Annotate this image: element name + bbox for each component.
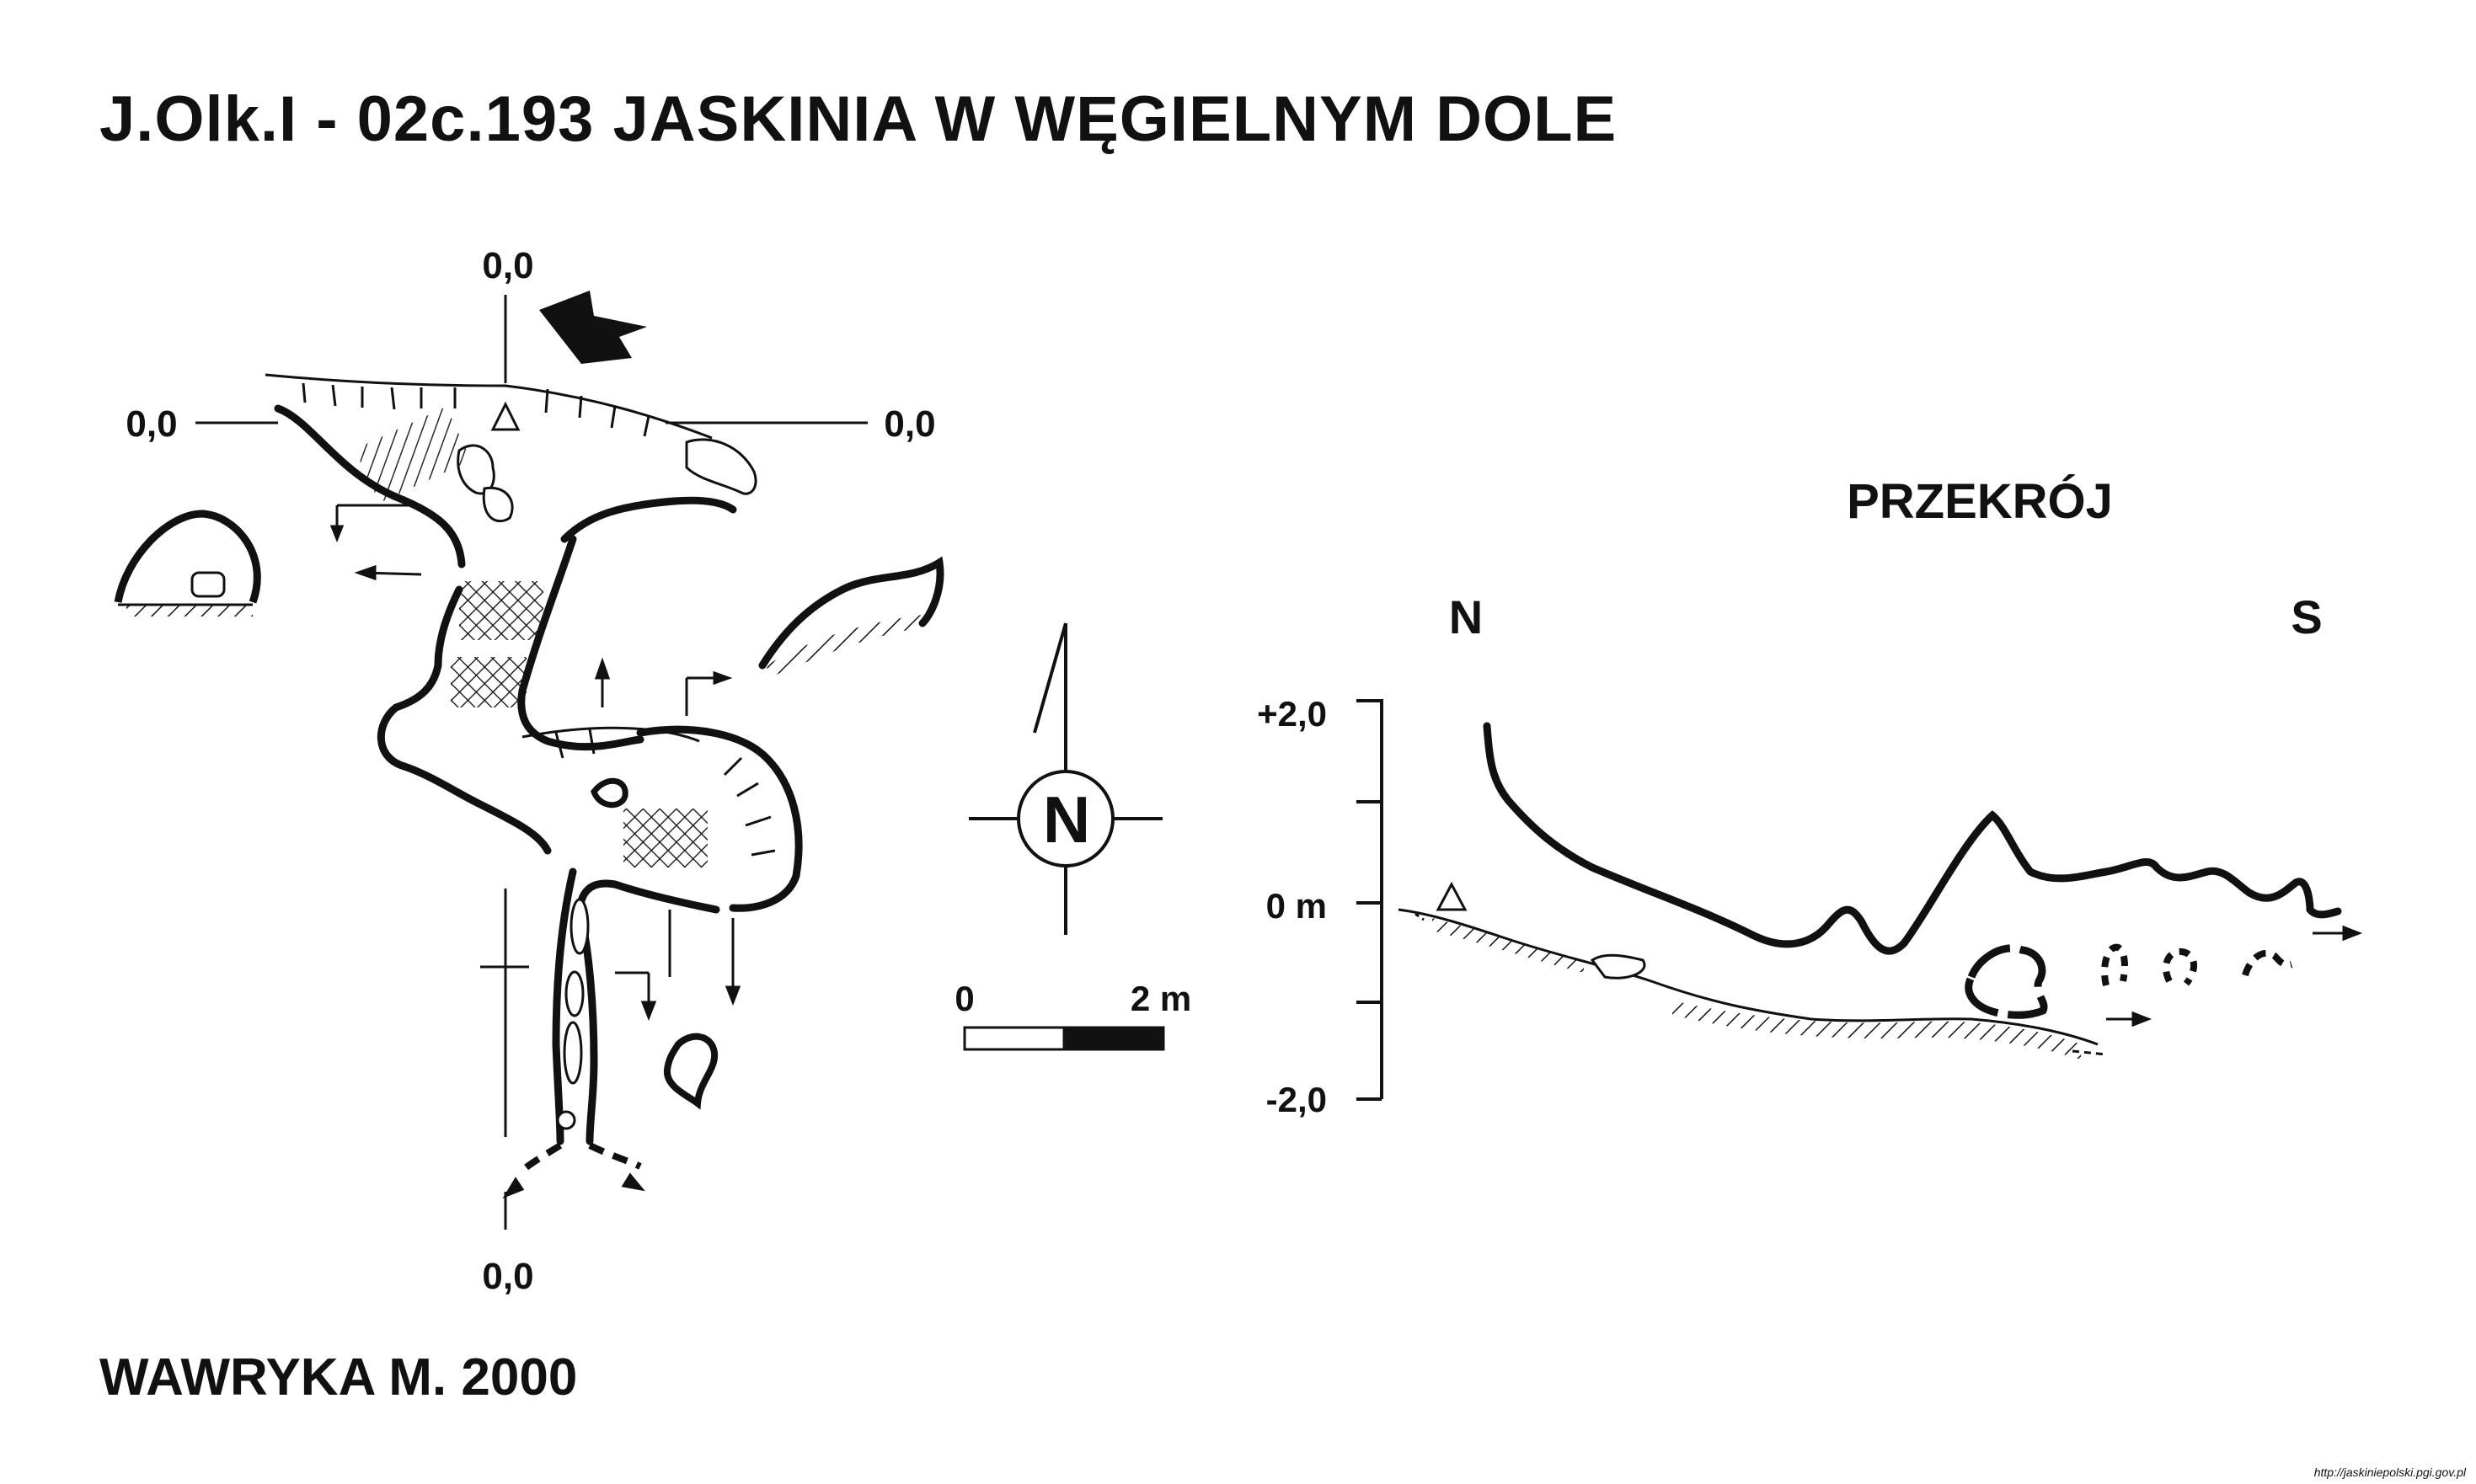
section-floor — [1398, 908, 2099, 1046]
ne-passage-floor — [767, 615, 922, 678]
plan-reference-axes — [195, 295, 868, 1230]
section-arrows — [2072, 925, 2363, 1056]
section-alcove-4 — [2242, 949, 2293, 977]
corridor-exit-left — [520, 1142, 563, 1173]
passage-arrows — [329, 504, 741, 1199]
entrance-arrow-icon — [539, 291, 647, 364]
author-credit: WAWRYKA M. 2000 — [99, 1348, 578, 1407]
scale-label-start: 0 — [955, 979, 974, 1018]
section-alcove-2 — [2101, 943, 2128, 986]
corridor-stalagmites — [556, 898, 590, 1130]
depth-label-zero: 0 m — [1266, 886, 1327, 926]
section-ceiling — [1483, 722, 2342, 955]
cross-section: PRZEKRÓJ N S +2,0 0 m -2,0 — [1257, 474, 2363, 1119]
section-datum-icon — [1436, 881, 1468, 911]
depth-label-minus2: -2,0 — [1266, 1080, 1327, 1119]
entrance-rock-icon — [685, 438, 757, 495]
isolated-chamber — [664, 1033, 719, 1110]
cave-wall-central — [517, 535, 644, 751]
scale-label-end: 2 m — [1131, 979, 1191, 1018]
survey-datum-icon — [490, 401, 521, 431]
plan-view: 0,0 0,0 0,0 0,0 — [114, 245, 944, 1297]
ne-passage — [758, 556, 944, 670]
map-title: J.Olk.I - 02c.193 JASKINIA W WĘGIELNYM D… — [99, 83, 1618, 155]
cave-wall-west — [274, 404, 466, 569]
boulder-icon — [190, 571, 226, 598]
scale-bar — [963, 1026, 1165, 1051]
section-dir-north: N — [1449, 590, 1483, 643]
section-alcove-1 — [1965, 944, 2048, 1019]
rubble-zone-1 — [354, 406, 472, 504]
north-letter: N — [1043, 782, 1090, 857]
cave-wall-east — [560, 496, 737, 543]
depth-label-plus2: +2,0 — [1257, 694, 1327, 734]
cave-wall-east-lower — [575, 879, 720, 914]
section-rock-icon — [1590, 953, 1646, 980]
section-dir-south: S — [2291, 590, 2322, 643]
north-arrow — [969, 622, 1163, 935]
plan-label-left: 0,0 — [126, 403, 177, 445]
plan-label-bottom: 0,0 — [482, 1256, 533, 1297]
section-depth-scale — [1356, 699, 1383, 1101]
corridor-exit-right — [588, 1142, 642, 1170]
cave-wall-west-2 — [377, 585, 552, 855]
plan-label-right: 0,0 — [884, 403, 935, 445]
source-url[interactable]: http://jaskiniepolski.pgi.gov.pl — [2313, 1465, 2466, 1479]
entrance-dripline — [265, 373, 713, 440]
section-alcove-3 — [2163, 948, 2197, 986]
plan-label-top: 0,0 — [482, 245, 533, 286]
section-title: PRZEKRÓJ — [1847, 474, 2113, 529]
west-chamber — [114, 510, 261, 604]
cave-wall-east-chamber — [636, 725, 803, 912]
